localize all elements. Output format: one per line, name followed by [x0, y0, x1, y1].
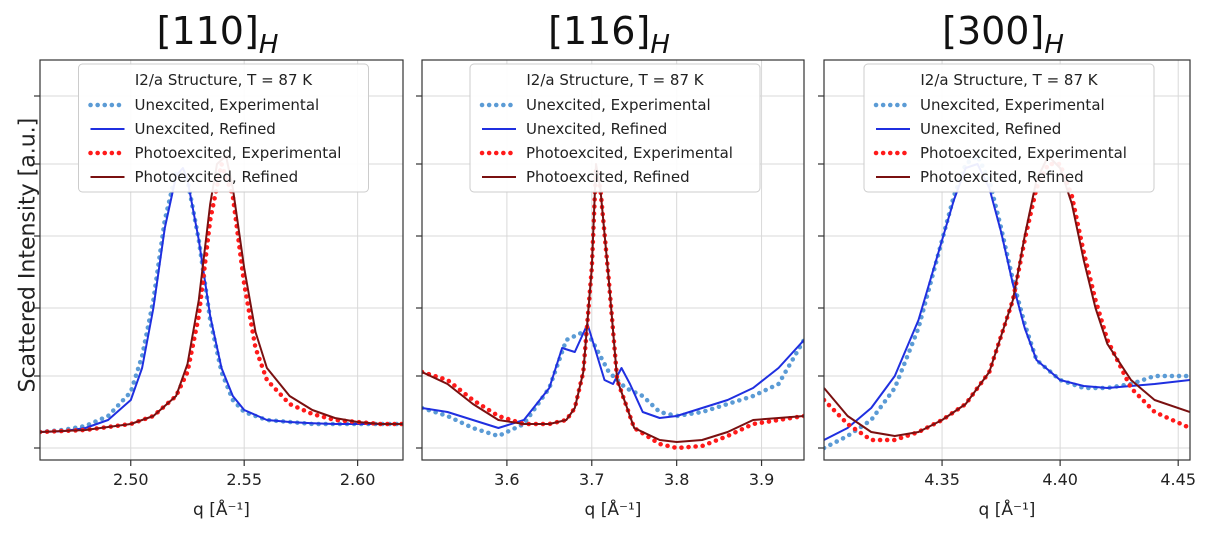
panel-title: [116]H: [548, 9, 670, 60]
legend-title: I2/a Structure, T = 87 K: [920, 71, 1098, 89]
legend-box: [863, 63, 1155, 193]
x-tick-label: 2.55: [226, 470, 262, 489]
x-tick-label: 3.7: [579, 470, 604, 489]
series-line-unexcited-experimental: [422, 329, 804, 439]
legend-entry: Photoexcited, Experimental: [920, 144, 1127, 162]
x-tick-label: 4.40: [1042, 470, 1078, 489]
legend-entry: Photoexcited, Refined: [526, 168, 690, 186]
series-line-photoexcited-experimental: [824, 161, 1190, 443]
x-tick-label: 2.60: [340, 470, 376, 489]
x-axis-label: q [Å⁻¹]: [585, 498, 642, 520]
legend-entry: Photoexcited, Experimental: [526, 144, 733, 162]
legend-entry: Photoexcited, Refined: [135, 168, 299, 186]
series-line-unexcited-refined: [824, 163, 1190, 441]
plot-frame: [421, 59, 805, 461]
plot-frame: [39, 59, 404, 461]
legend-title: I2/a Structure, T = 87 K: [135, 71, 313, 89]
y-axis-label: Scattered Intensity [a.u.]: [15, 117, 41, 393]
series-line-unexcited-refined: [40, 167, 403, 433]
x-tick-label: 4.35: [924, 470, 960, 489]
x-tick-label: 3.8: [664, 470, 689, 489]
chart-panel-1: 2.50 2.55 2.60q [Å⁻¹][110]HI2/a Structure,…: [34, 9, 404, 520]
panel-title: [110]H: [157, 9, 279, 60]
legend: I2/a Structure, T = 87 K Unexcited, Exper…: [78, 63, 369, 193]
legend: I2/a Structure, T = 87 K Unexcited, Exper…: [863, 63, 1155, 193]
x-tick-label: 4.45: [1160, 470, 1196, 489]
legend-entry: Unexcited, Experimental: [526, 96, 711, 114]
legend-title: I2/a Structure, T = 87 K: [526, 71, 704, 89]
x-axis-label: q [Å⁻¹]: [979, 498, 1036, 520]
x-axis-label: q [Å⁻¹]: [193, 498, 250, 520]
legend-entry: Photoexcited, Experimental: [135, 144, 342, 162]
legend-box: [469, 63, 761, 193]
plot-frame: [823, 59, 1191, 461]
legend-entry: Unexcited, Refined: [920, 120, 1061, 138]
chart-panel-3: 4.35 4.40 4.45q [Å⁻¹][300]HI2/a Structure,…: [818, 9, 1196, 520]
series-line-photoexcited-refined: [824, 155, 1190, 437]
chart-panel-2: 3.6 3.7 3.8 3.9q [Å⁻¹][116]HI2/a Structure,…: [416, 9, 805, 520]
legend-entry: Unexcited, Refined: [135, 120, 276, 138]
legend-entry: Photoexcited, Refined: [920, 168, 1084, 186]
legend-entry: Unexcited, Refined: [526, 120, 667, 138]
x-tick-label: 3.9: [749, 470, 774, 489]
x-tick-label: 3.6: [494, 470, 519, 489]
x-tick-label: 2.50: [113, 470, 149, 489]
legend: I2/a Structure, T = 87 K Unexcited, Exper…: [469, 63, 761, 193]
legend-entry: Unexcited, Experimental: [920, 96, 1105, 114]
panel-title: [300]H: [942, 9, 1064, 60]
series-line-unexcited-refined: [422, 323, 804, 429]
legend-box: [78, 63, 369, 193]
legend-entry: Unexcited, Experimental: [135, 96, 320, 114]
